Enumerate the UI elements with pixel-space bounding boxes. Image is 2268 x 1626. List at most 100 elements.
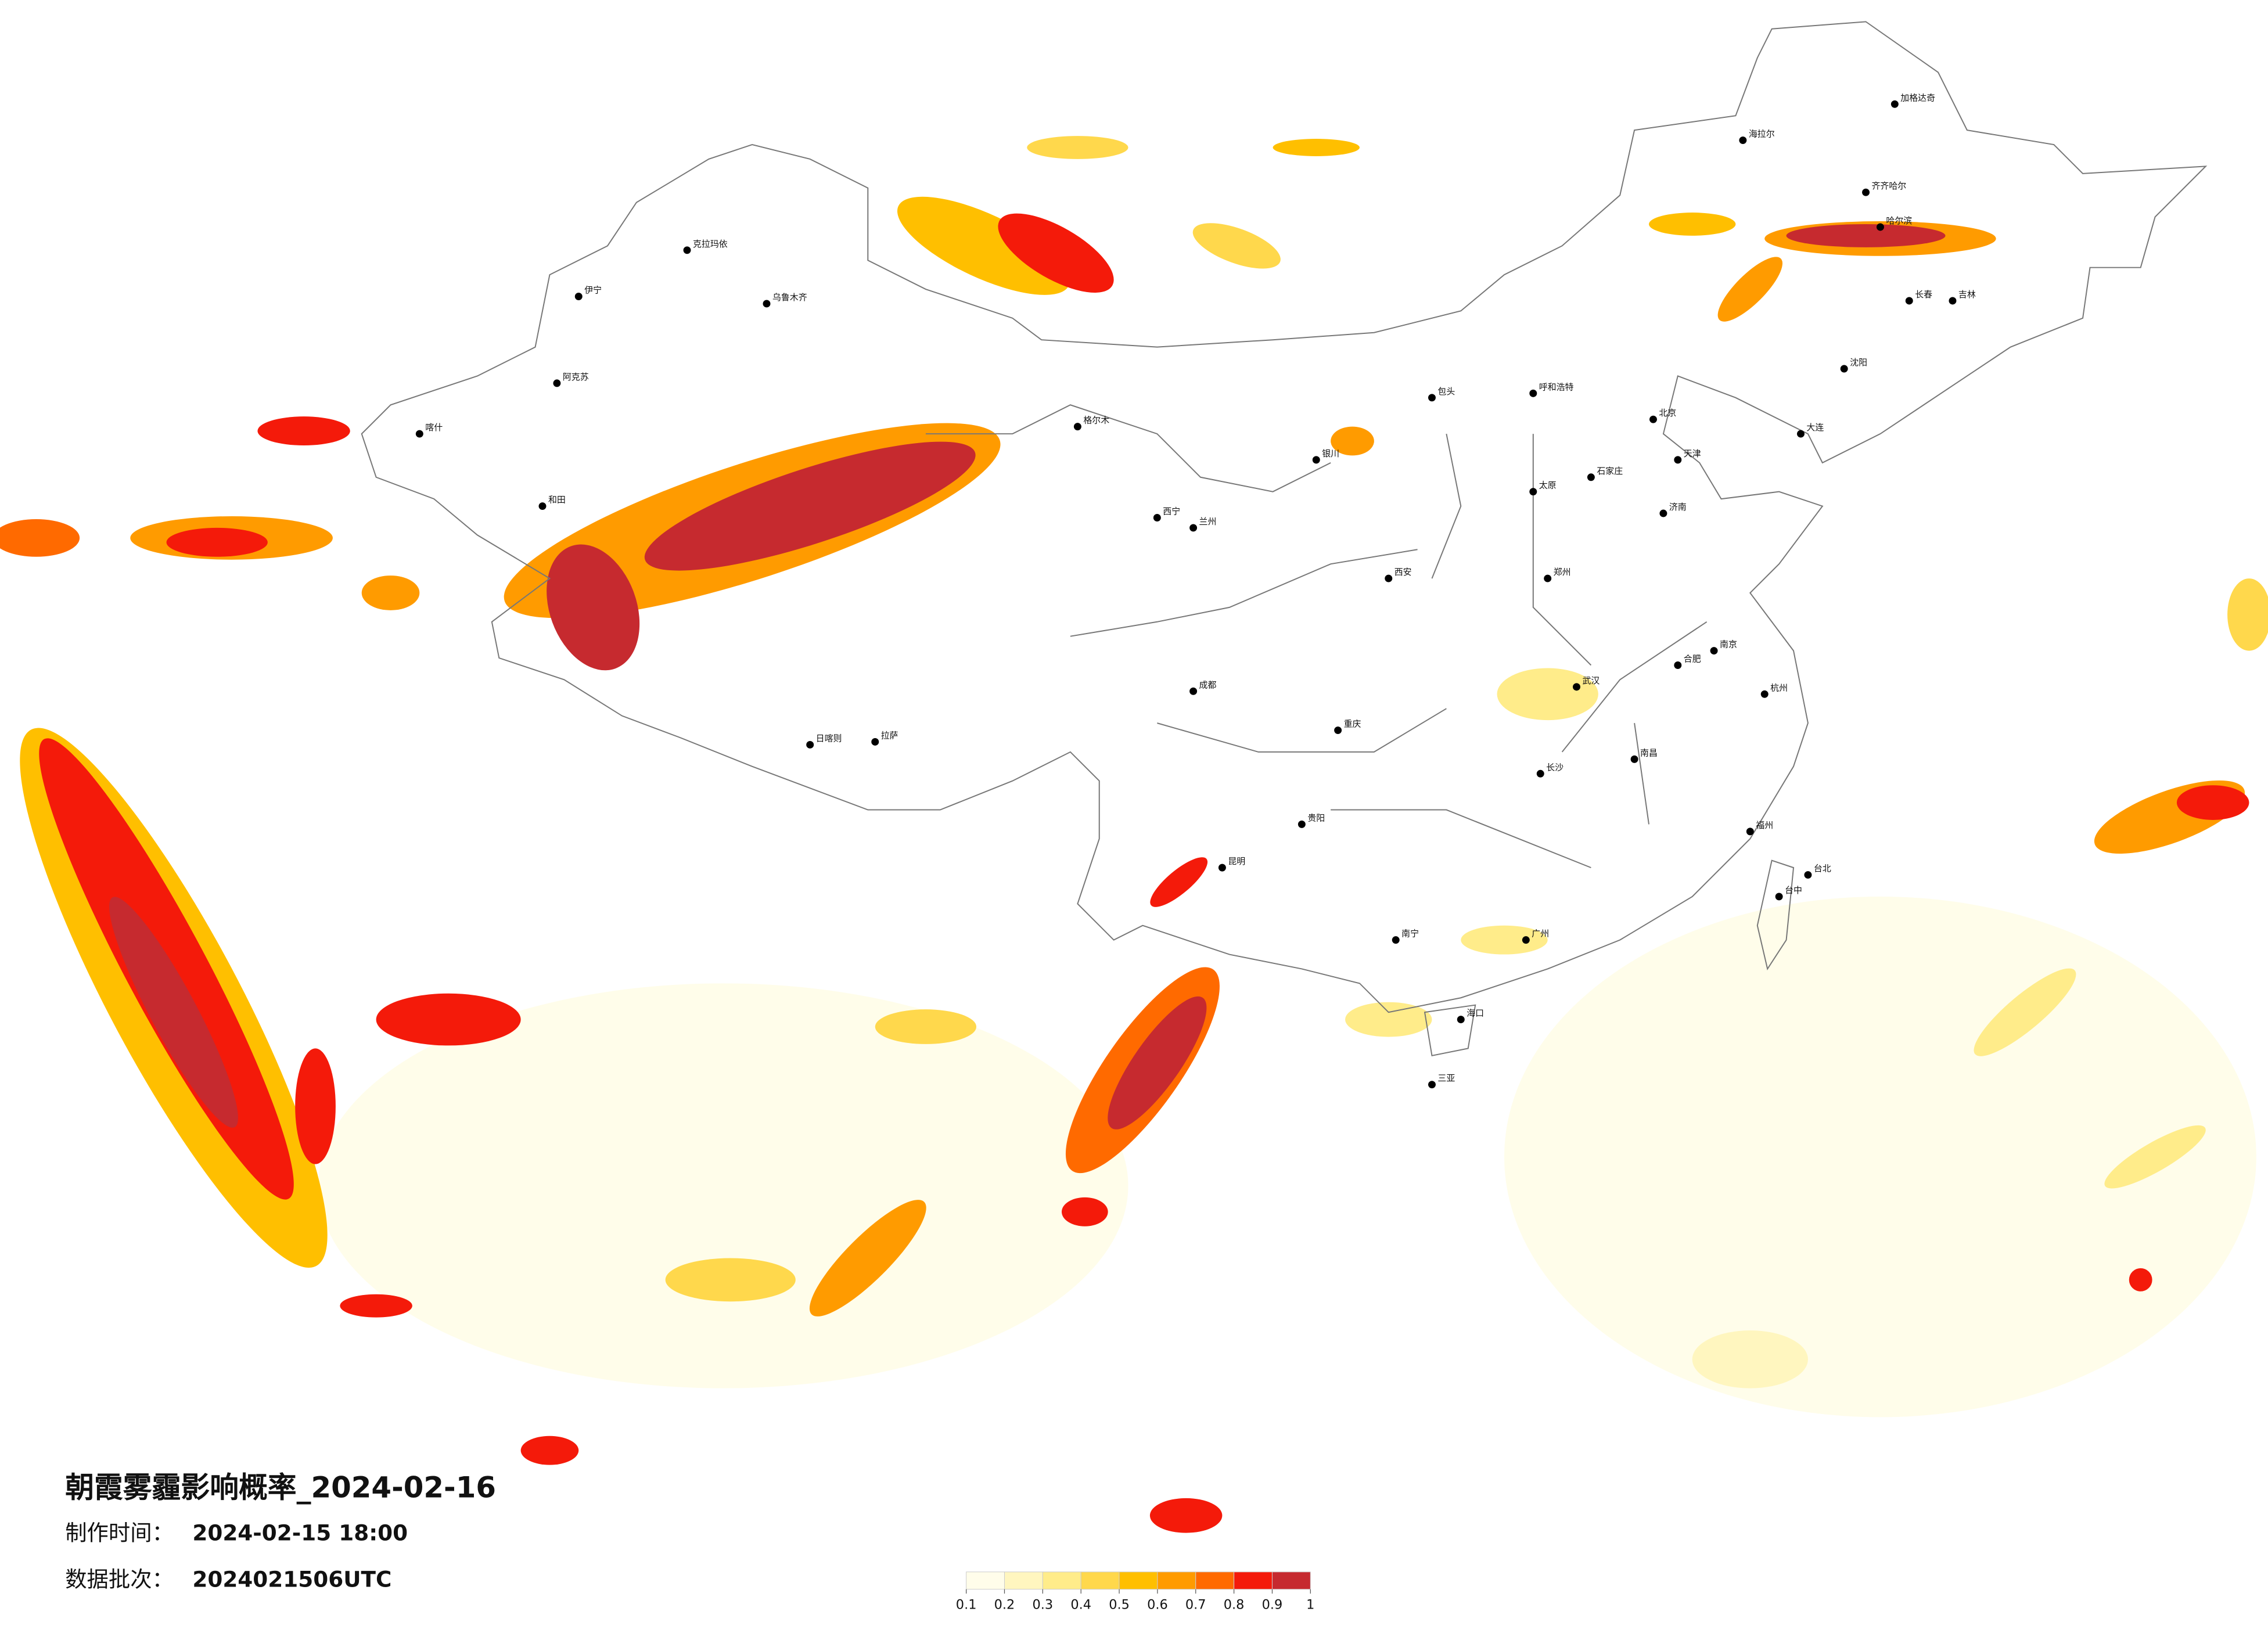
legend-bin — [1004, 1571, 1043, 1590]
city-label: 乌鲁木齐 — [772, 292, 807, 303]
city-dot — [1385, 574, 1393, 582]
legend-tick-label: 0.3 — [1033, 1598, 1054, 1613]
city-label: 天津 — [1684, 448, 1701, 459]
city-dot — [1804, 871, 1812, 879]
field-patch — [1974, 968, 2076, 1056]
city-dot — [1797, 430, 1805, 438]
field-patch — [340, 1294, 412, 1318]
field-patch — [998, 213, 1114, 293]
city-dot — [1587, 473, 1595, 481]
field-patch — [1273, 139, 1360, 156]
field-patch — [0, 519, 80, 557]
legend-tick-label: 0.2 — [994, 1598, 1015, 1613]
city-label: 和田 — [548, 495, 566, 505]
city-dot — [806, 740, 814, 749]
map-title: 朝霞雾霾影响概率_2024-02-16 — [65, 1470, 496, 1504]
city-label: 广州 — [1532, 929, 1549, 939]
city-label: 兰州 — [1199, 516, 1217, 527]
city-label: 喀什 — [425, 422, 443, 433]
city-dot — [1630, 755, 1638, 763]
city-dot — [1536, 769, 1544, 778]
city-label: 长沙 — [1546, 762, 1563, 772]
city-dot — [1312, 456, 1320, 464]
city-dot — [1739, 136, 1747, 145]
field-patch — [1717, 257, 1783, 322]
data-batch-label: 数据批次： — [65, 1566, 174, 1592]
field-patch — [2227, 578, 2268, 651]
city-label: 西宁 — [1163, 506, 1180, 517]
field-patch — [361, 575, 420, 610]
city-dot — [871, 738, 879, 746]
legend-tick-label: 0.8 — [1224, 1598, 1245, 1613]
city-dot — [415, 430, 423, 438]
city-dot — [1522, 936, 1530, 944]
city-dot — [1905, 297, 1913, 305]
city-label: 南昌 — [1640, 747, 1658, 758]
city-dot — [1544, 574, 1552, 582]
legend-bin — [1271, 1571, 1311, 1590]
city-label: 克拉玛依 — [693, 239, 728, 249]
city-label: 济南 — [1669, 502, 1687, 512]
boundaries — [361, 21, 2208, 1057]
field-patch — [1786, 224, 1946, 247]
city-dot — [1659, 509, 1667, 517]
city-label: 沈阳 — [1850, 357, 1867, 368]
legend: 0.1 0.2 0.3 0.4 0.5 0.6 0.7 0.8 0.9 1 — [956, 1571, 1314, 1613]
legend-tick-label: 0.9 — [1262, 1598, 1283, 1613]
city-label: 西安 — [1394, 567, 1412, 577]
field-patch — [897, 196, 1070, 295]
legend-bin — [1042, 1571, 1081, 1590]
field-patch — [1692, 1330, 1808, 1388]
city-dot — [1890, 100, 1899, 108]
city-dot — [1428, 1081, 1436, 1089]
field-patch — [318, 983, 1128, 1388]
city-dot — [1862, 188, 1870, 196]
city-dot — [1529, 389, 1537, 397]
field-patch — [109, 897, 238, 1128]
city-label: 南宁 — [1401, 929, 1419, 939]
city-label: 加格达奇 — [1900, 92, 1935, 103]
city-dot — [1153, 514, 1161, 521]
legend-tick-label: 1 — [1306, 1598, 1314, 1613]
production-time-label: 制作时间： — [65, 1520, 174, 1546]
field-patch — [1345, 1002, 1432, 1037]
field-patch — [1497, 668, 1598, 721]
field-patch — [2129, 1268, 2152, 1292]
legend-bin — [1080, 1571, 1120, 1590]
city-dot — [1334, 726, 1342, 735]
field-patch — [376, 993, 521, 1046]
field-patch — [2104, 1125, 2206, 1189]
city-dot — [1218, 864, 1226, 872]
city-label: 银川 — [1322, 448, 1339, 459]
field-patch — [644, 441, 976, 571]
city-label: 福州 — [1756, 820, 1773, 830]
city-dot — [1073, 423, 1081, 431]
field-patch — [257, 416, 350, 445]
city-label: 南京 — [1720, 639, 1737, 650]
city-label: 台北 — [1814, 864, 1831, 874]
city-dot — [1760, 690, 1769, 698]
city-label: 郑州 — [1554, 567, 1571, 577]
field-patch — [1061, 1197, 1108, 1226]
field-patch — [295, 1048, 336, 1164]
production-time-value: 2024-02-15 18:00 — [192, 1520, 408, 1546]
city-label: 台中 — [1785, 885, 1802, 895]
city-dot — [683, 246, 691, 254]
city-dot — [538, 502, 547, 510]
city-label: 呼和浩特 — [1539, 382, 1574, 392]
field-patch — [665, 1258, 796, 1302]
field-patch — [1149, 1498, 1223, 1533]
city-label: 大连 — [1806, 422, 1824, 433]
city-dot — [1674, 456, 1682, 464]
field-patch — [2176, 785, 2249, 820]
city-dot — [1949, 297, 1957, 305]
city-label: 贵阳 — [1307, 812, 1325, 823]
field-patch — [1461, 925, 1548, 955]
city-dot — [1392, 936, 1400, 944]
city-label: 阿克苏 — [563, 372, 589, 382]
field-patch — [1192, 223, 1281, 269]
city-dot — [1876, 223, 1884, 231]
